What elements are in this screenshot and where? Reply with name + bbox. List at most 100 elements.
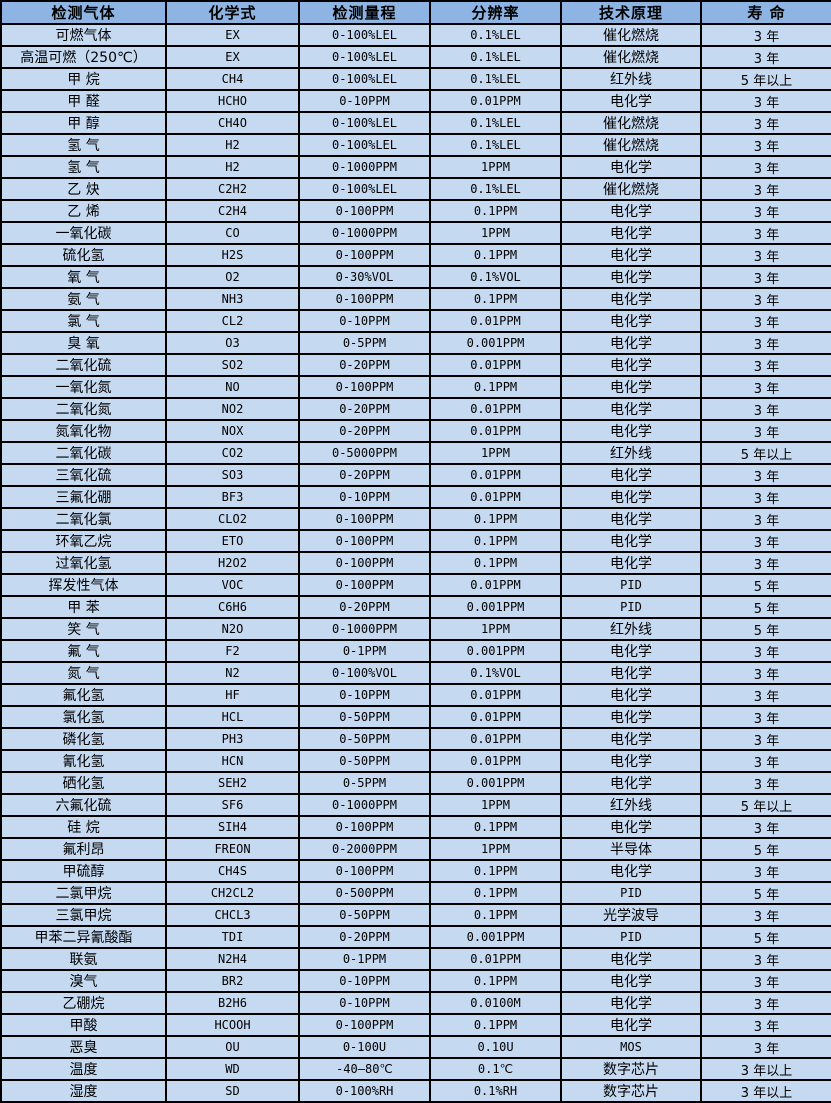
cell-resolution: 0.1PPM (429, 375, 562, 399)
cell-formula: SIH4 (165, 815, 300, 839)
table-row: 二氯甲烷 CH2CL2 0-500PPM 0.1PPM PID 5 年 (0, 881, 831, 905)
cell-name: 湿度 (0, 1079, 167, 1103)
table-row: 三氯甲烷 CHCL3 0-50PPM 0.1PPM 光学波导 3 年 (0, 903, 831, 927)
cell-resolution: 0.001PPM (429, 925, 562, 949)
table-body: 可燃气体 EX 0-100%LEL 0.1%LEL 催化燃烧 3 年高温可燃（250℃） E… (0, 23, 831, 1103)
table-row: 温度 WD -40—80℃ 0.1℃ 数字芯片 3 年以上 (0, 1057, 831, 1081)
cell-resolution: 1PPM (429, 155, 562, 179)
cell-resolution: 0.1PPM (429, 903, 562, 927)
cell-formula: CH4S (165, 859, 300, 883)
cell-formula: CO2 (165, 441, 300, 465)
cell-name: 氮氧化物 (0, 419, 167, 443)
cell-lifespan: 5 年 (700, 573, 831, 597)
cell-formula: HCN (165, 749, 300, 773)
table-row: 氟化氢 HF 0-10PPM 0.01PPM 电化学 3 年 (0, 683, 831, 707)
cell-name: 一氧化氮 (0, 375, 167, 399)
cell-resolution: 0.1PPM (429, 859, 562, 883)
table-row: 磷化氢 PH3 0-50PPM 0.01PPM 电化学 3 年 (0, 727, 831, 751)
cell-lifespan: 3 年 (700, 815, 831, 839)
cell-resolution: 1PPM (429, 617, 562, 641)
table-row: 三氟化硼 BF3 0-10PPM 0.01PPM 电化学 3 年 (0, 485, 831, 509)
cell-range: 0-10PPM (298, 309, 431, 333)
cell-lifespan: 3 年 (700, 353, 831, 377)
cell-formula: H2S (165, 243, 300, 267)
table-row: 甲 烷 CH4 0-100%LEL 0.1%LEL 红外线 5 年以上 (0, 67, 831, 91)
table-row: 三氧化硫 SO3 0-20PPM 0.01PPM 电化学 3 年 (0, 463, 831, 487)
cell-range: 0-50PPM (298, 749, 431, 773)
cell-name: 氢 气 (0, 133, 167, 157)
column-header-principle: 技术原理 (560, 0, 702, 25)
table-row: 氟利昂 FREON 0-2000PPM 1PPM 半导体 5 年 (0, 837, 831, 861)
cell-range: 0-10PPM (298, 969, 431, 993)
table-row: 环氧乙烷 ETO 0-100PPM 0.1PPM 电化学 3 年 (0, 529, 831, 553)
cell-name: 二氧化硫 (0, 353, 167, 377)
cell-principle: 电化学 (560, 529, 702, 553)
cell-lifespan: 3 年 (700, 155, 831, 179)
cell-lifespan: 3 年 (700, 969, 831, 993)
cell-range: 0-1000PPM (298, 617, 431, 641)
cell-lifespan: 3 年 (700, 89, 831, 113)
table-row: 硅 烷 SIH4 0-100PPM 0.1PPM 电化学 3 年 (0, 815, 831, 839)
cell-principle: 电化学 (560, 683, 702, 707)
table-row: 甲 苯 C6H6 0-20PPM 0.001PPM PID 5 年 (0, 595, 831, 619)
table-row: 乙硼烷 B2H6 0-10PPM 0.0100M 电化学 3 年 (0, 991, 831, 1015)
cell-formula: OU (165, 1035, 300, 1059)
table-row: 甲 醇 CH4O 0-100%LEL 0.1%LEL 催化燃烧 3 年 (0, 111, 831, 135)
cell-range: 0-10PPM (298, 991, 431, 1015)
table-row: 联氨 N2H4 0-1PPM 0.01PPM 电化学 3 年 (0, 947, 831, 971)
cell-lifespan: 3 年 (700, 199, 831, 223)
cell-resolution: 0.1PPM (429, 243, 562, 267)
cell-resolution: 0.001PPM (429, 771, 562, 795)
cell-lifespan: 5 年以上 (700, 793, 831, 817)
cell-formula: CHCL3 (165, 903, 300, 927)
cell-resolution: 0.001PPM (429, 639, 562, 663)
cell-principle: 红外线 (560, 441, 702, 465)
cell-principle: 半导体 (560, 837, 702, 861)
cell-resolution: 0.1%LEL (429, 45, 562, 69)
cell-range: 0-100PPM (298, 859, 431, 883)
cell-formula: N2H4 (165, 947, 300, 971)
table-row: 溴气 BR2 0-10PPM 0.1PPM 电化学 3 年 (0, 969, 831, 993)
cell-resolution: 0.1PPM (429, 1013, 562, 1037)
cell-name: 硒化氢 (0, 771, 167, 795)
cell-lifespan: 5 年以上 (700, 441, 831, 465)
cell-resolution: 0.01PPM (429, 89, 562, 113)
cell-formula: C2H4 (165, 199, 300, 223)
cell-formula: HF (165, 683, 300, 707)
cell-formula: VOC (165, 573, 300, 597)
column-header-name: 检测气体 (0, 0, 167, 25)
cell-name: 甲苯二异氰酸酯 (0, 925, 167, 949)
cell-formula: HCL (165, 705, 300, 729)
cell-range: 0-100%LEL (298, 23, 431, 47)
cell-lifespan: 3 年 (700, 23, 831, 47)
cell-lifespan: 3 年 (700, 221, 831, 245)
cell-range: 0-100%LEL (298, 177, 431, 201)
table-row: 氟 气 F2 0-1PPM 0.001PPM 电化学 3 年 (0, 639, 831, 663)
cell-principle: 电化学 (560, 551, 702, 575)
cell-name: 甲硫醇 (0, 859, 167, 883)
cell-formula: CLO2 (165, 507, 300, 531)
cell-principle: PID (560, 881, 702, 905)
cell-principle: 电化学 (560, 243, 702, 267)
cell-name: 臭 氧 (0, 331, 167, 355)
cell-lifespan: 3 年 (700, 507, 831, 531)
cell-lifespan: 5 年以上 (700, 67, 831, 91)
cell-resolution: 0.01PPM (429, 419, 562, 443)
cell-name: 二氧化碳 (0, 441, 167, 465)
cell-name: 氰化氢 (0, 749, 167, 773)
cell-range: 0-1000PPM (298, 221, 431, 245)
cell-range: 0-100PPM (298, 1013, 431, 1037)
cell-principle: 电化学 (560, 89, 702, 113)
cell-range: 0-100U (298, 1035, 431, 1059)
column-header-resolution: 分辨率 (429, 0, 562, 25)
cell-principle: 电化学 (560, 221, 702, 245)
cell-name: 一氧化碳 (0, 221, 167, 245)
cell-lifespan: 3 年 (700, 419, 831, 443)
cell-principle: 电化学 (560, 991, 702, 1015)
cell-name: 乙硼烷 (0, 991, 167, 1015)
cell-principle: 催化燃烧 (560, 111, 702, 135)
table-row: 二氧化硫 SO2 0-20PPM 0.01PPM 电化学 3 年 (0, 353, 831, 377)
cell-resolution: 0.01PPM (429, 309, 562, 333)
cell-name: 乙 烯 (0, 199, 167, 223)
cell-lifespan: 5 年 (700, 925, 831, 949)
